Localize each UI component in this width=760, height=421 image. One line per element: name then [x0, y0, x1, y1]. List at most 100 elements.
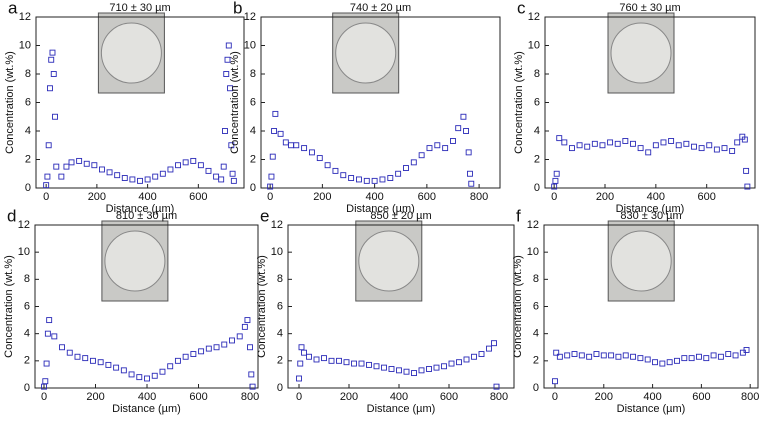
data-point	[363, 177, 370, 184]
data-point	[615, 353, 622, 360]
data-point	[568, 145, 575, 152]
data-point	[403, 368, 410, 375]
data-point	[152, 173, 159, 180]
data-point	[105, 361, 112, 368]
y-tick-label: 6	[250, 96, 256, 108]
data-point	[418, 152, 425, 159]
data-point	[229, 337, 235, 344]
data-point	[593, 351, 600, 357]
data-point	[743, 347, 750, 353]
data-point	[328, 357, 335, 364]
data-point	[159, 170, 166, 177]
data-point	[463, 356, 470, 363]
data-point	[426, 366, 432, 372]
data-point	[450, 138, 456, 144]
data-point	[703, 355, 710, 362]
data-point	[478, 351, 485, 357]
x-axis-label: Distance (µm)	[367, 403, 436, 415]
data-point	[637, 145, 644, 152]
data-point	[710, 352, 717, 359]
x-tick-label: 400	[647, 191, 665, 203]
x-tick-label: 200	[86, 391, 104, 403]
y-tick-label: 8	[533, 273, 539, 285]
data-point	[269, 153, 276, 160]
data-point	[321, 355, 327, 362]
data-point	[213, 173, 220, 180]
data-point	[66, 349, 73, 356]
data-point	[434, 142, 441, 149]
data-point	[298, 344, 305, 351]
data-point	[83, 160, 90, 167]
data-point	[356, 176, 362, 183]
x-axis-label: Distance (µm)	[617, 403, 686, 415]
y-tick-label: 8	[25, 68, 31, 80]
x-tick-label: 0	[296, 391, 302, 403]
data-point	[630, 353, 637, 360]
x-tick-label: 400	[365, 191, 383, 203]
data-point	[371, 177, 378, 184]
data-point	[688, 355, 695, 362]
data-point	[205, 167, 212, 174]
data-point	[137, 177, 143, 184]
data-point	[316, 155, 323, 162]
data-point	[221, 341, 228, 348]
data-point	[675, 142, 682, 149]
data-point	[223, 71, 230, 77]
data-point	[213, 344, 220, 351]
y-tick-label: 4	[250, 125, 256, 137]
data-point	[144, 375, 150, 382]
data-point	[51, 333, 58, 340]
data-point	[553, 170, 560, 177]
data-point	[556, 353, 563, 360]
data-point	[348, 175, 355, 181]
x-tick-label: 0	[551, 191, 557, 203]
y-tick-label: 0	[24, 382, 30, 394]
data-point	[366, 361, 372, 368]
panel-title: 740 ± 20 µm	[350, 2, 411, 14]
data-point	[225, 42, 232, 49]
data-point	[578, 352, 585, 359]
data-point	[493, 383, 500, 390]
data-point	[44, 173, 51, 180]
data-point	[272, 110, 279, 117]
data-point	[491, 340, 497, 347]
data-point	[373, 363, 380, 370]
data-point	[734, 139, 741, 146]
data-point	[576, 142, 583, 149]
panel: 0 2 4 6 8 10 12 0 200 400 600 800 Distance (µm) Conce…	[512, 206, 759, 414]
data-point	[197, 162, 204, 169]
x-tick-label: 400	[138, 391, 156, 403]
y-axis-label: Concentration (wt.%)	[229, 51, 241, 154]
data-point	[247, 344, 253, 351]
data-point	[159, 368, 166, 375]
data-point	[227, 85, 233, 92]
panel-letter: e	[260, 206, 269, 225]
data-point	[136, 374, 143, 381]
data-point	[301, 145, 308, 152]
data-point	[113, 364, 120, 371]
y-axis-label: Concentration (wt.%)	[513, 51, 525, 154]
data-point	[205, 345, 212, 352]
data-point	[666, 359, 673, 366]
data-point	[418, 367, 425, 374]
data-point	[622, 352, 629, 359]
y-tick-label: 12	[271, 219, 283, 231]
x-tick-label: 400	[138, 191, 156, 203]
data-point	[49, 49, 56, 56]
y-tick-label: 8	[250, 68, 256, 80]
panel-title: 810 ± 30 µm	[116, 210, 177, 222]
data-point	[53, 163, 60, 170]
data-point	[282, 139, 289, 146]
data-point	[121, 175, 128, 181]
data-point	[674, 357, 680, 364]
data-point	[713, 146, 720, 153]
data-point	[293, 142, 300, 149]
data-point	[167, 363, 174, 370]
panel-title: 710 ± 30 µm	[109, 2, 170, 14]
data-point	[45, 142, 52, 149]
data-point	[552, 378, 558, 385]
data-point	[607, 139, 614, 146]
data-point	[58, 173, 65, 180]
data-point	[358, 360, 365, 367]
data-point	[637, 355, 644, 362]
